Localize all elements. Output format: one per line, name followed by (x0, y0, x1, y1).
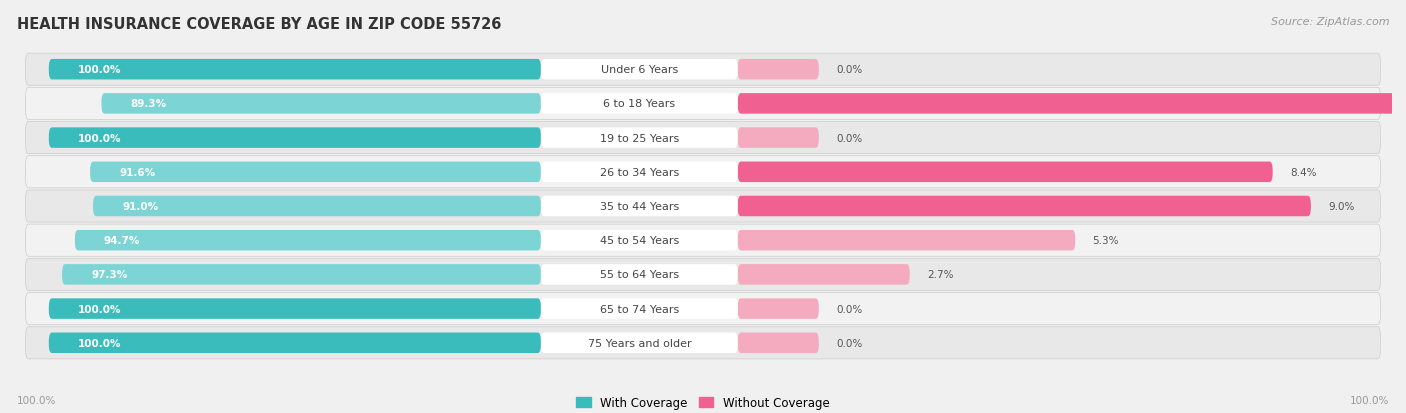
FancyBboxPatch shape (75, 230, 541, 251)
Text: 6 to 18 Years: 6 to 18 Years (603, 99, 675, 109)
FancyBboxPatch shape (25, 122, 1381, 154)
FancyBboxPatch shape (49, 60, 541, 80)
FancyBboxPatch shape (738, 128, 818, 149)
Text: 0.0%: 0.0% (837, 304, 862, 314)
FancyBboxPatch shape (25, 88, 1381, 120)
Text: 8.4%: 8.4% (1291, 167, 1316, 177)
FancyBboxPatch shape (101, 94, 541, 114)
Text: 91.6%: 91.6% (120, 167, 155, 177)
FancyBboxPatch shape (738, 94, 1406, 114)
FancyBboxPatch shape (541, 128, 738, 149)
Text: 100.0%: 100.0% (77, 133, 121, 143)
FancyBboxPatch shape (738, 230, 1076, 251)
Text: Source: ZipAtlas.com: Source: ZipAtlas.com (1271, 17, 1389, 26)
Text: 35 to 44 Years: 35 to 44 Years (600, 202, 679, 211)
FancyBboxPatch shape (541, 162, 738, 183)
Text: 100.0%: 100.0% (77, 304, 121, 314)
FancyBboxPatch shape (541, 94, 738, 114)
Text: 100.0%: 100.0% (17, 395, 56, 405)
Text: 26 to 34 Years: 26 to 34 Years (600, 167, 679, 177)
FancyBboxPatch shape (93, 196, 541, 217)
FancyBboxPatch shape (25, 225, 1381, 256)
FancyBboxPatch shape (25, 54, 1381, 86)
Text: 0.0%: 0.0% (837, 338, 862, 348)
FancyBboxPatch shape (62, 264, 541, 285)
Text: 2.7%: 2.7% (927, 270, 953, 280)
Text: 5.3%: 5.3% (1092, 236, 1119, 246)
Text: 91.0%: 91.0% (122, 202, 157, 211)
FancyBboxPatch shape (738, 162, 1272, 183)
Text: 0.0%: 0.0% (837, 65, 862, 75)
Text: 55 to 64 Years: 55 to 64 Years (600, 270, 679, 280)
FancyBboxPatch shape (90, 162, 541, 183)
FancyBboxPatch shape (738, 299, 818, 319)
FancyBboxPatch shape (541, 60, 738, 80)
Legend: With Coverage, Without Coverage: With Coverage, Without Coverage (572, 392, 834, 413)
Text: 19 to 25 Years: 19 to 25 Years (600, 133, 679, 143)
FancyBboxPatch shape (25, 157, 1381, 188)
FancyBboxPatch shape (49, 333, 541, 353)
Text: 100.0%: 100.0% (77, 338, 121, 348)
FancyBboxPatch shape (25, 327, 1381, 359)
Text: Under 6 Years: Under 6 Years (600, 65, 678, 75)
FancyBboxPatch shape (738, 264, 910, 285)
Text: 94.7%: 94.7% (104, 236, 141, 246)
FancyBboxPatch shape (25, 293, 1381, 325)
Text: 97.3%: 97.3% (91, 270, 128, 280)
Text: 65 to 74 Years: 65 to 74 Years (600, 304, 679, 314)
FancyBboxPatch shape (738, 196, 1310, 217)
FancyBboxPatch shape (541, 299, 738, 319)
Text: HEALTH INSURANCE COVERAGE BY AGE IN ZIP CODE 55726: HEALTH INSURANCE COVERAGE BY AGE IN ZIP … (17, 17, 502, 31)
FancyBboxPatch shape (49, 299, 541, 319)
FancyBboxPatch shape (541, 333, 738, 353)
FancyBboxPatch shape (541, 264, 738, 285)
Text: 75 Years and older: 75 Years and older (588, 338, 692, 348)
Text: 0.0%: 0.0% (837, 133, 862, 143)
FancyBboxPatch shape (541, 196, 738, 217)
Text: 89.3%: 89.3% (131, 99, 166, 109)
Text: 100.0%: 100.0% (1350, 395, 1389, 405)
Text: 9.0%: 9.0% (1329, 202, 1354, 211)
FancyBboxPatch shape (738, 60, 818, 80)
FancyBboxPatch shape (25, 190, 1381, 223)
Text: 100.0%: 100.0% (77, 65, 121, 75)
Text: 45 to 54 Years: 45 to 54 Years (600, 236, 679, 246)
FancyBboxPatch shape (25, 259, 1381, 291)
FancyBboxPatch shape (49, 128, 541, 149)
FancyBboxPatch shape (738, 333, 818, 353)
FancyBboxPatch shape (541, 230, 738, 251)
